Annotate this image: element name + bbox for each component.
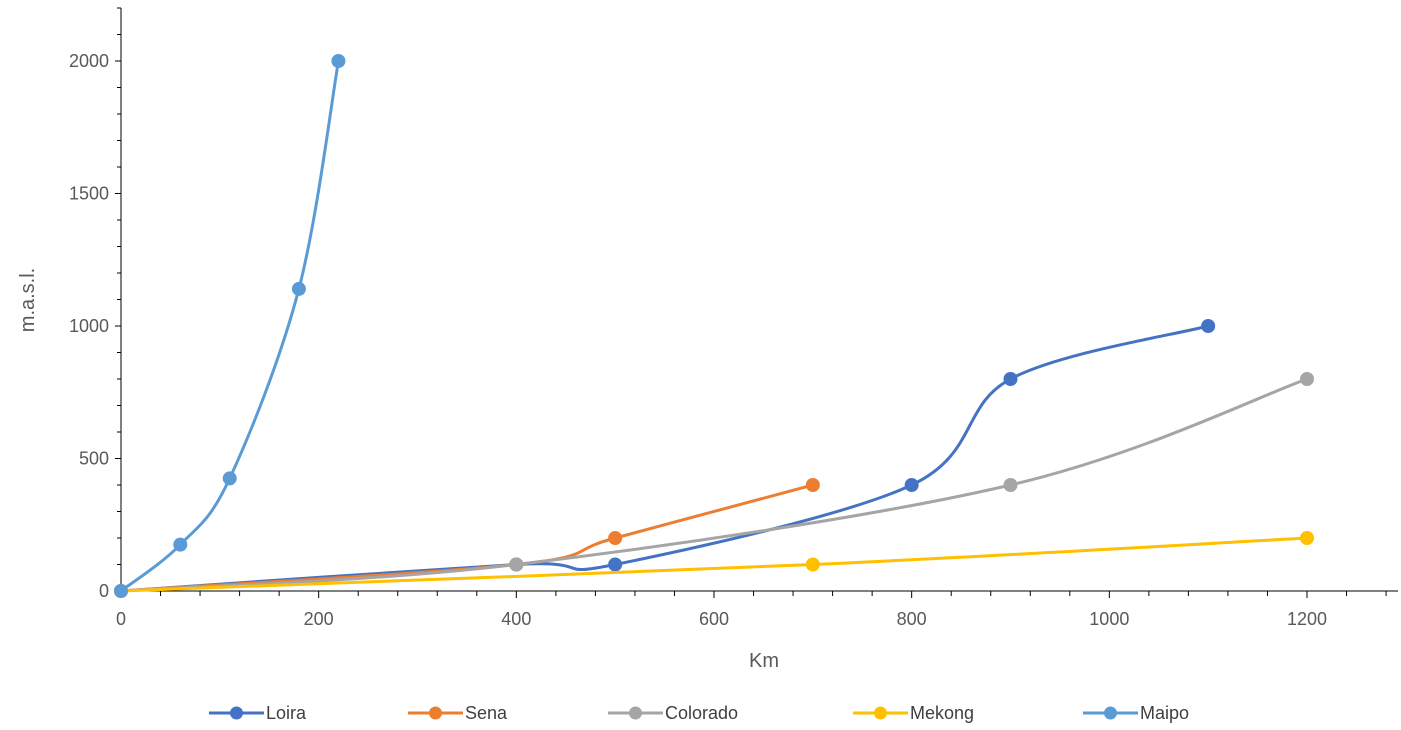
data-point-maipo: [173, 537, 188, 552]
data-point-sena: [805, 478, 820, 492]
y-tick-label: 1500: [69, 184, 109, 204]
legend-item-maipo: Maipo: [1083, 703, 1189, 723]
data-point-loira: [904, 478, 919, 492]
data-point-maipo: [291, 281, 306, 296]
data-point-maipo: [114, 584, 128, 598]
y-tick-label: 500: [79, 449, 109, 469]
data-point-maipo: [222, 471, 237, 486]
legend-label-sena: Sena: [465, 703, 508, 723]
series-colorado: [114, 372, 1314, 598]
legend-item-loira: Loira: [209, 703, 307, 723]
legend: Loira Sena Colorado Mekong Maipo: [209, 703, 1189, 723]
x-tick-label: 200: [304, 609, 334, 629]
data-point-colorado: [1003, 478, 1018, 492]
x-tick-label: 1200: [1287, 609, 1327, 629]
data-point-mekong: [1300, 531, 1314, 545]
axes: 0 500 1000 1500 2000 0 200 400 600 800 1000 1200: [69, 7, 1398, 629]
y-tick-label: 2000: [69, 51, 109, 71]
x-tick-label: 400: [501, 609, 531, 629]
series-line-maipo: [119, 59, 340, 593]
legend-label-maipo: Maipo: [1140, 703, 1189, 723]
legend-label-colorado: Colorado: [665, 703, 738, 723]
data-point-colorado: [1300, 372, 1314, 386]
y-axis-title: m.a.s.l.: [17, 268, 39, 332]
legend-swatch-marker: [429, 706, 442, 720]
series-line-colorado: [119, 377, 1309, 593]
x-tick-label: 800: [897, 609, 927, 629]
x-tick-label: 1000: [1089, 609, 1129, 629]
data-point-loira: [608, 557, 623, 572]
legend-item-mekong: Mekong: [853, 703, 974, 723]
data-point-sena: [608, 531, 623, 545]
series-loira: [114, 319, 1216, 598]
legend-swatch-marker: [629, 706, 642, 720]
data-point-mekong: [805, 557, 820, 572]
series-maipo: [114, 54, 346, 598]
legend-swatch-marker: [230, 706, 243, 720]
legend-label-loira: Loira: [266, 703, 307, 723]
data-point-colorado: [509, 557, 524, 572]
series-line-loira: [119, 324, 1210, 593]
x-tick-label: 0: [116, 609, 126, 629]
series-layer: [114, 54, 1314, 598]
legend-item-sena: Sena: [408, 703, 508, 723]
legend-label-mekong: Mekong: [910, 703, 974, 723]
data-point-maipo: [331, 54, 346, 68]
series-mekong: [114, 531, 1314, 598]
data-point-loira: [1201, 319, 1216, 333]
x-tick-label: 600: [699, 609, 729, 629]
y-tick-label: 0: [99, 581, 109, 601]
data-point-loira: [1003, 372, 1018, 386]
x-axis-title: Km: [749, 650, 779, 672]
legend-swatch-marker: [874, 706, 887, 720]
legend-swatch-marker: [1104, 706, 1117, 720]
y-tick-label: 1000: [69, 316, 109, 336]
legend-item-colorado: Colorado: [608, 703, 738, 723]
series-line-mekong: [119, 536, 1309, 593]
